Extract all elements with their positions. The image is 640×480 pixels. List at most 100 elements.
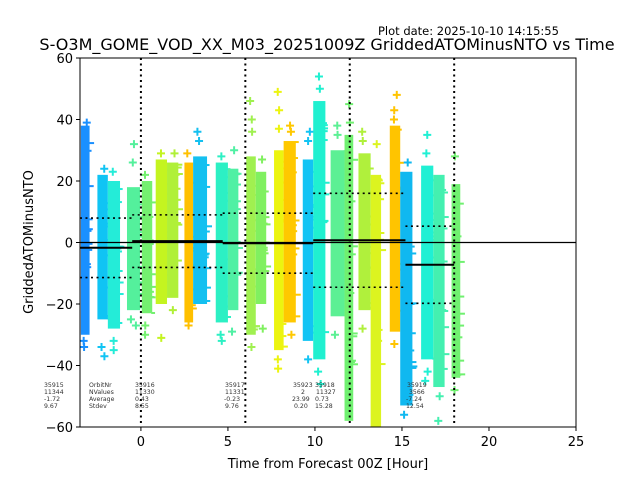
y-tick-label: 60 xyxy=(56,52,73,67)
point-marker xyxy=(177,172,183,175)
data-column xyxy=(167,149,184,315)
point-marker xyxy=(380,232,385,235)
point-marker xyxy=(324,130,328,133)
data-column xyxy=(273,87,289,373)
point-marker xyxy=(151,215,154,218)
y-tick-label: 20 xyxy=(56,175,73,190)
outlier-marker xyxy=(195,137,204,146)
y-tick-label: −40 xyxy=(46,360,73,375)
outlier-marker xyxy=(108,167,117,176)
outlier-marker xyxy=(314,72,323,81)
stdev: 8.55 xyxy=(135,403,149,410)
point-marker xyxy=(411,245,415,248)
average: -1.72 xyxy=(44,396,60,403)
point-marker xyxy=(151,295,155,298)
label-average: Average xyxy=(89,396,115,403)
nvalues: 2 xyxy=(301,389,305,396)
stats-orbit-35915: 35915 11344 -1.72 9.67 xyxy=(44,382,66,410)
point-marker xyxy=(399,128,402,131)
outlier-marker xyxy=(274,124,283,133)
x-tick-label: 25 xyxy=(568,435,585,450)
point-marker xyxy=(139,281,145,284)
point-marker xyxy=(192,307,197,310)
dense-points xyxy=(255,171,267,304)
x-tick-label: 10 xyxy=(307,435,324,450)
point-marker xyxy=(151,311,156,314)
dense-points xyxy=(313,101,326,360)
point-marker xyxy=(254,328,258,331)
nvalues: 11330 xyxy=(135,389,155,396)
dense-points xyxy=(302,159,314,341)
label-nvalues: NValues xyxy=(89,389,114,396)
outlier-marker xyxy=(247,343,256,352)
point-marker xyxy=(237,172,242,175)
outlier-marker xyxy=(100,164,109,173)
outlier-marker xyxy=(273,355,282,364)
point-marker xyxy=(151,243,154,246)
average: 0.43 xyxy=(135,396,149,403)
stdev: 15.28 xyxy=(315,403,333,410)
point-marker xyxy=(237,200,241,203)
point-marker xyxy=(380,198,385,201)
point-marker xyxy=(324,193,330,196)
point-marker xyxy=(294,141,299,144)
point-marker xyxy=(282,345,288,348)
point-marker xyxy=(88,218,93,221)
data-column xyxy=(370,140,387,427)
point-marker xyxy=(352,245,358,248)
dense-points xyxy=(274,150,284,351)
point-marker xyxy=(206,286,211,289)
point-marker xyxy=(443,326,450,329)
outlier-marker xyxy=(423,130,432,139)
outlier-marker xyxy=(450,152,459,161)
outlier-marker xyxy=(109,336,118,345)
outlier-marker xyxy=(217,336,226,345)
point-marker xyxy=(119,269,123,272)
point-marker xyxy=(399,161,404,164)
dense-points xyxy=(246,156,256,335)
point-marker xyxy=(324,331,330,334)
point-marker xyxy=(139,216,145,219)
outlier-marker xyxy=(304,137,313,146)
point-marker xyxy=(206,185,211,188)
point-marker xyxy=(88,266,92,269)
stdev: 9.67 xyxy=(44,403,58,410)
point-marker xyxy=(88,149,92,152)
point-marker xyxy=(88,185,94,188)
point-marker xyxy=(369,167,374,170)
point-marker xyxy=(411,349,415,352)
point-marker xyxy=(88,263,91,266)
dense-points xyxy=(421,165,434,360)
dense-points xyxy=(193,156,208,304)
outlier-marker xyxy=(422,149,431,158)
point-marker xyxy=(177,163,183,166)
y-tick-label: −60 xyxy=(46,421,73,436)
point-marker xyxy=(352,361,355,364)
dense-points xyxy=(283,141,296,323)
outlier-marker xyxy=(183,149,192,158)
nvalues: 11344 xyxy=(44,389,64,396)
outlier-marker xyxy=(275,106,284,115)
point-marker xyxy=(380,363,386,366)
data-column xyxy=(107,167,125,355)
point-marker xyxy=(324,122,327,125)
data-column xyxy=(80,118,95,352)
outlier-marker xyxy=(403,158,412,167)
point-marker xyxy=(411,361,417,364)
point-marker xyxy=(352,332,358,335)
point-marker xyxy=(294,293,301,296)
outlier-marker xyxy=(131,321,140,330)
stdev: 9.76 xyxy=(225,403,239,410)
data-column xyxy=(141,170,157,339)
orbit-number: 35919 xyxy=(407,382,427,389)
point-marker xyxy=(411,365,418,368)
point-marker xyxy=(226,315,231,318)
outlier-marker xyxy=(258,155,267,164)
point-marker xyxy=(380,249,387,252)
point-marker xyxy=(294,230,298,233)
outlier-marker xyxy=(390,339,399,348)
outlier-marker xyxy=(184,321,193,330)
dense-points xyxy=(330,150,345,317)
dense-points xyxy=(358,153,371,311)
dense-points xyxy=(227,168,239,311)
